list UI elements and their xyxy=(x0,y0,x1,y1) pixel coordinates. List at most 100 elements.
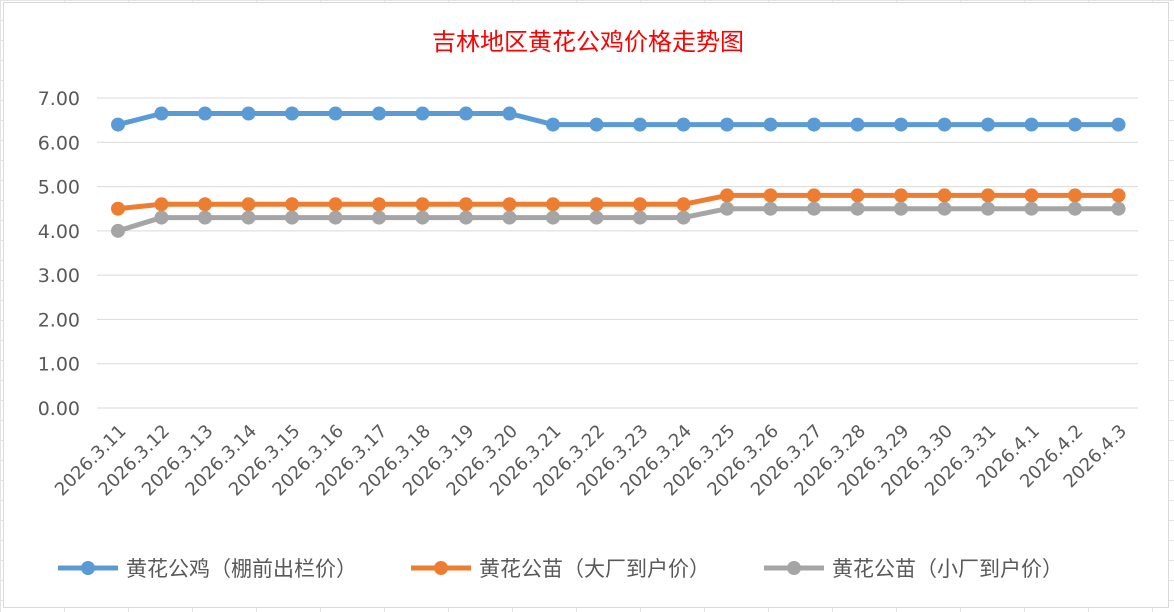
data-point[interactable] xyxy=(154,197,169,212)
data-point[interactable] xyxy=(546,197,560,212)
data-point[interactable] xyxy=(589,117,604,132)
y-tick-label: 0.00 xyxy=(38,398,80,420)
data-point[interactable] xyxy=(1111,188,1126,203)
data-point[interactable] xyxy=(328,106,343,121)
data-point[interactable] xyxy=(198,106,212,121)
data-point[interactable] xyxy=(589,210,604,225)
data-point[interactable] xyxy=(372,210,386,225)
data-point[interactable] xyxy=(763,188,778,203)
y-tick-label: 6.00 xyxy=(38,132,80,154)
data-point[interactable] xyxy=(546,210,560,225)
data-point[interactable] xyxy=(633,210,647,225)
data-point[interactable] xyxy=(676,197,691,212)
data-point[interactable] xyxy=(807,201,821,216)
x-axis: 2026.3.112026.3.122026.3.132026.3.142026… xyxy=(51,421,1131,501)
data-point[interactable] xyxy=(241,106,256,121)
data-point[interactable] xyxy=(720,201,734,216)
data-point[interactable] xyxy=(589,197,604,212)
data-point[interactable] xyxy=(763,201,778,216)
data-point[interactable] xyxy=(937,201,952,216)
gridlines xyxy=(97,97,1138,409)
legend-marker xyxy=(434,561,448,575)
data-point[interactable] xyxy=(415,197,430,212)
data-point[interactable] xyxy=(154,106,169,121)
data-point[interactable] xyxy=(894,201,908,216)
series-line xyxy=(117,192,1119,212)
legend-marker xyxy=(787,561,801,575)
data-point[interactable] xyxy=(502,197,517,212)
y-tick-label: 4.00 xyxy=(38,221,80,243)
legend-label: 黄花公苗（大厂到户价） xyxy=(479,557,710,581)
data-point[interactable] xyxy=(372,197,386,212)
data-point[interactable] xyxy=(111,201,125,216)
chart-area[interactable] xyxy=(3,2,1169,608)
data-point[interactable] xyxy=(328,197,343,212)
data-point[interactable] xyxy=(1024,117,1039,132)
series-group xyxy=(111,106,1126,238)
data-point[interactable] xyxy=(850,188,865,203)
data-point[interactable] xyxy=(720,117,734,132)
data-point[interactable] xyxy=(937,188,952,203)
y-tick-label: 7.00 xyxy=(38,88,80,110)
y-tick-label: 1.00 xyxy=(38,354,80,376)
data-point[interactable] xyxy=(633,197,647,212)
y-tick-label: 5.00 xyxy=(38,177,80,199)
data-point[interactable] xyxy=(894,117,908,132)
data-point[interactable] xyxy=(415,210,430,225)
legend-item-1: 黄花公鸡（棚前出栏价） xyxy=(58,557,357,581)
legend-item-3: 黄花公苗（小厂到户价） xyxy=(764,557,1063,581)
data-point[interactable] xyxy=(676,210,691,225)
data-point[interactable] xyxy=(981,201,995,216)
data-point[interactable] xyxy=(850,117,865,132)
data-point[interactable] xyxy=(807,188,821,203)
data-point[interactable] xyxy=(807,117,821,132)
data-point[interactable] xyxy=(850,201,865,216)
data-point[interactable] xyxy=(937,117,952,132)
series-2 xyxy=(111,188,1126,216)
legend-marker xyxy=(81,561,95,575)
data-point[interactable] xyxy=(328,210,343,225)
data-point[interactable] xyxy=(502,210,517,225)
data-point[interactable] xyxy=(285,210,299,225)
data-point[interactable] xyxy=(981,188,995,203)
data-point[interactable] xyxy=(241,197,256,212)
data-point[interactable] xyxy=(676,117,691,132)
data-point[interactable] xyxy=(1068,188,1082,203)
data-point[interactable] xyxy=(459,106,473,121)
legend-label: 黄花公鸡（棚前出栏价） xyxy=(126,557,357,581)
data-point[interactable] xyxy=(1068,117,1082,132)
data-point[interactable] xyxy=(111,223,125,238)
data-point[interactable] xyxy=(285,197,299,212)
data-point[interactable] xyxy=(894,188,908,203)
y-tick-label: 3.00 xyxy=(38,265,80,287)
data-point[interactable] xyxy=(1024,201,1039,216)
data-point[interactable] xyxy=(241,210,256,225)
data-point[interactable] xyxy=(633,117,647,132)
data-point[interactable] xyxy=(1024,188,1039,203)
data-point[interactable] xyxy=(1111,201,1126,216)
data-point[interactable] xyxy=(285,106,299,121)
chart-title: 吉林地区黄花公鸡价格走势图 xyxy=(432,28,744,56)
series-1 xyxy=(111,106,1126,132)
data-point[interactable] xyxy=(763,117,778,132)
data-point[interactable] xyxy=(415,106,430,121)
data-point[interactable] xyxy=(111,117,125,132)
data-point[interactable] xyxy=(372,106,386,121)
y-tick-label: 2.00 xyxy=(38,309,80,331)
data-point[interactable] xyxy=(198,197,212,212)
data-point[interactable] xyxy=(502,106,517,121)
data-point[interactable] xyxy=(1068,201,1082,216)
data-point[interactable] xyxy=(981,117,995,132)
data-point[interactable] xyxy=(720,188,734,203)
data-point[interactable] xyxy=(154,210,169,225)
legend: 黄花公鸡（棚前出栏价） 黄花公苗（大厂到户价） 黄花公苗（小厂到户价） xyxy=(58,557,1063,581)
data-point[interactable] xyxy=(459,210,473,225)
data-point[interactable] xyxy=(459,197,473,212)
data-point[interactable] xyxy=(546,117,560,132)
y-axis: 0.00 1.00 2.00 3.00 4.00 5.00 6.00 7.00 xyxy=(38,88,80,420)
data-point[interactable] xyxy=(1111,117,1126,132)
data-point[interactable] xyxy=(198,210,212,225)
legend-item-2: 黄花公苗（大厂到户价） xyxy=(411,557,710,581)
